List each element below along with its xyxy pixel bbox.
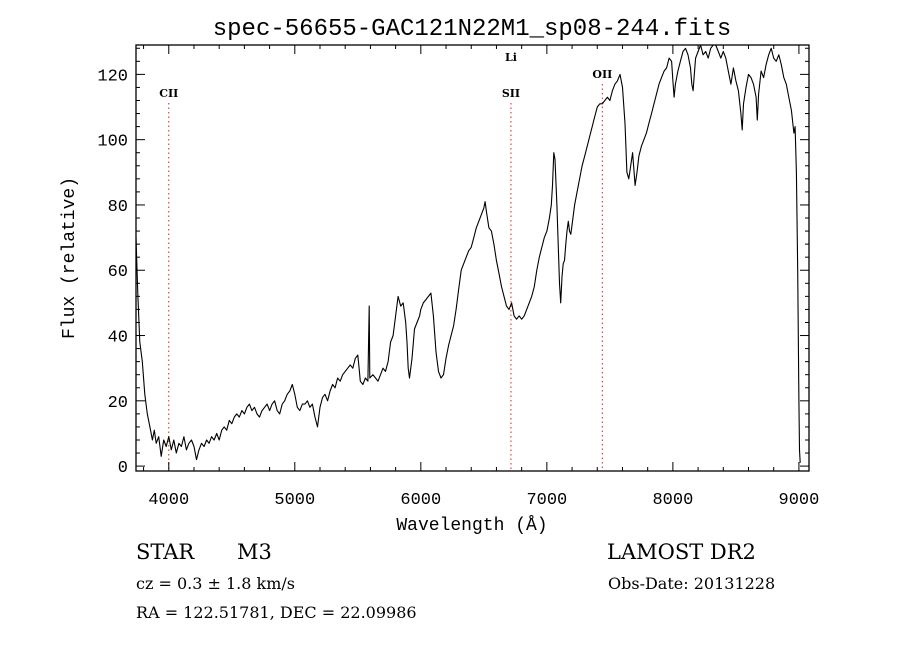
x-tick-label: 8000 <box>652 491 693 510</box>
spectrum-line <box>135 44 801 463</box>
y-tick-label: 60 <box>108 263 128 282</box>
x-tick-label: 4000 <box>148 491 189 510</box>
survey-name: LAMOST DR2 <box>607 540 756 564</box>
line-label-li: Li <box>505 51 517 64</box>
y-tick-label: 100 <box>97 133 128 152</box>
y-tick-label: 80 <box>108 198 128 217</box>
x-tick-label: 7000 <box>526 491 567 510</box>
radial-velocity: cz = 0.3 ± 1.8 km/s <box>136 574 295 593</box>
x-tick-label: 5000 <box>274 491 315 510</box>
y-axis: 0 20 40 60 80 100 120 <box>97 47 809 478</box>
object-subclass: M3 <box>237 540 272 564</box>
y-tick-label: 20 <box>108 394 128 413</box>
y-tick-label: 120 <box>97 67 128 86</box>
coordinates: RA = 122.51781, DEC = 22.09986 <box>136 603 417 622</box>
line-label-oii: OII <box>592 68 612 81</box>
line-markers: CII SII Li OII <box>159 51 612 471</box>
observation-date: Obs-Date: 20131228 <box>608 574 776 593</box>
line-label-cii: CII <box>159 87 178 100</box>
chart-title: spec-56655-GAC121N22M1_sp08-244.fits <box>213 16 731 43</box>
x-tick-label: 6000 <box>400 491 441 510</box>
x-axis-label: Wavelength (Å) <box>396 515 547 536</box>
y-axis-label: Flux (relative) <box>60 177 80 339</box>
line-label-sii: SII <box>502 87 520 100</box>
x-tick-label: 9000 <box>779 491 820 510</box>
object-class: STAR <box>136 540 195 564</box>
x-axis: 4000 5000 6000 7000 8000 9000 <box>143 45 820 510</box>
y-tick-label: 40 <box>108 329 128 348</box>
y-tick-label: 0 <box>118 459 128 478</box>
plot-frame <box>135 44 810 472</box>
